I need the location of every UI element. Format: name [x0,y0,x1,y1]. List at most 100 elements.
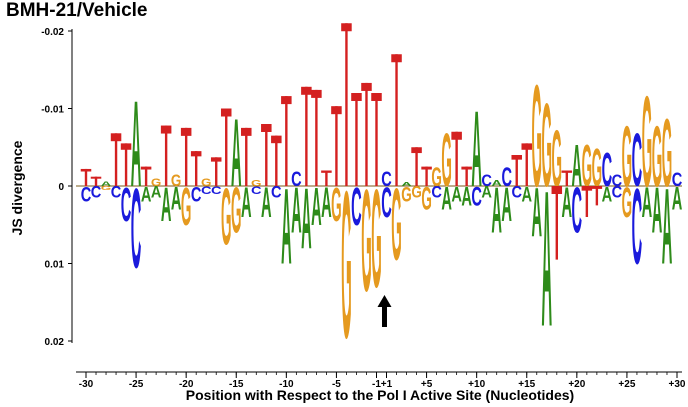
logo-letter-G: G [361,160,371,322]
logo-letter-A: A [311,177,322,237]
logo-letter-A: A [572,134,583,200]
logo-letter-C: C [121,178,132,232]
logo-letter-T [190,151,202,186]
logo-letter-C: C [271,184,282,202]
logo-letter-C: C [572,175,583,247]
logo-letter-C: C [511,184,522,202]
logo-letter-G: G [151,176,161,188]
x-tick-label: -20 [179,379,194,390]
active-site-arrow-head [377,295,392,307]
logo-letter-G: G [181,177,191,237]
x-tick-label: +20 [568,379,585,390]
logo-letter-T [90,176,102,186]
logo-letter-T [311,89,322,186]
logo-letter-G: G [441,119,451,203]
logo-letter-C: C [291,166,302,191]
logo-letter-A: A [672,181,683,217]
logo-letter-T [391,54,402,186]
logo-letter-C: C [431,184,442,202]
logo-letter-T [241,127,252,186]
logo-letter-A: A [501,178,512,232]
logo-letter-T [220,108,232,186]
logo-letter-A: A [231,98,242,207]
logo-letter-A: A [471,89,482,210]
logo-letter-A: A [321,178,332,226]
logo-letter-C: C [201,184,212,197]
logo-letter-C: C [111,184,122,202]
logo-letter-T [341,23,352,186]
logo-letter-T [561,170,573,186]
logo-letter-T [421,166,432,186]
x-tick-label: -10 [279,379,294,390]
logo-letter-G: G [251,179,262,188]
logo-letter-C: C [481,172,492,190]
logo-letter-G: G [552,115,562,204]
logo-letter-C: C [381,166,392,191]
logo-letter-A: A [161,178,172,232]
x-tick-label: -5 [332,379,341,390]
x-tick-label: -1 [372,379,381,390]
logo-letter-C: C [612,172,623,190]
logo-letter-A: A [481,184,492,202]
logo-letter-G: G [642,71,652,214]
logo-letter-G: G [421,182,431,217]
logo-letter-T [551,186,563,260]
logo-letter-C: C [211,184,222,197]
logo-letter-A: A [491,178,502,188]
logo-letter-A: A [602,182,613,207]
logo-letter-T [451,131,462,186]
logo-letter-A: A [241,178,252,226]
logo-letter-C: C [672,168,683,191]
logo-letter-G: G [231,174,241,246]
x-tick-label: +25 [618,379,635,390]
logo-letter-A: A [141,182,152,207]
logo-letter-T [110,133,122,186]
logo-letter-A: A [642,178,653,226]
logo-letter-A: A [261,178,272,226]
logo-letter-T [271,135,282,186]
logo-letter-A: A [281,167,292,288]
logo-letter-G: G [371,161,381,317]
logo-letter-T [261,124,272,186]
annotations [377,295,392,327]
logo-letter-C: C [632,167,643,288]
logo-letter-C: C [191,182,202,207]
x-tick-label: +15 [518,379,535,390]
x-tick-label: -30 [79,379,94,390]
logo-letter-A: A [131,75,142,213]
active-site-arrow-shaft [381,305,387,327]
x-axis-label: Position with Respect to the Pol I Activ… [185,387,575,403]
logo-letter-A: A [652,175,663,247]
x-tick-label: +10 [468,379,485,390]
logo-letter-A: A [151,184,162,202]
logo-letter-T [140,166,152,186]
logo-letter-A: A [461,181,472,212]
logo-letter-C: C [602,143,613,197]
logo-letter-C: C [131,166,142,292]
logo-letter-G: G [592,138,602,198]
y-tick-label: 0.01 [45,260,65,271]
logo-letter-T [511,155,522,186]
logo-letter-T [521,143,533,186]
y-tick-label: 0 [58,182,64,193]
logo-letter-G: G [391,168,401,282]
logo-letter-T [411,147,422,186]
y-tick-label: -0.01 [41,105,64,116]
logo-letter-A: A [101,181,112,188]
x-tick-label: +5 [421,379,433,390]
axes [68,29,682,378]
logo-letter-T [301,86,312,186]
logo-letter-T [281,96,292,186]
logo-letter-G: G [652,109,662,205]
logo-letter-G: G [662,98,672,207]
logo-letter-G: G [542,79,552,211]
logo-letter-T [210,157,222,186]
logo-letter-G: G [532,55,542,217]
logo-letter-C: C [632,118,643,203]
logo-letter-C: C [81,182,92,207]
logo-letter-G: G [171,173,181,190]
logo-letter-T [591,186,603,206]
logo-letter-A: A [441,181,452,217]
